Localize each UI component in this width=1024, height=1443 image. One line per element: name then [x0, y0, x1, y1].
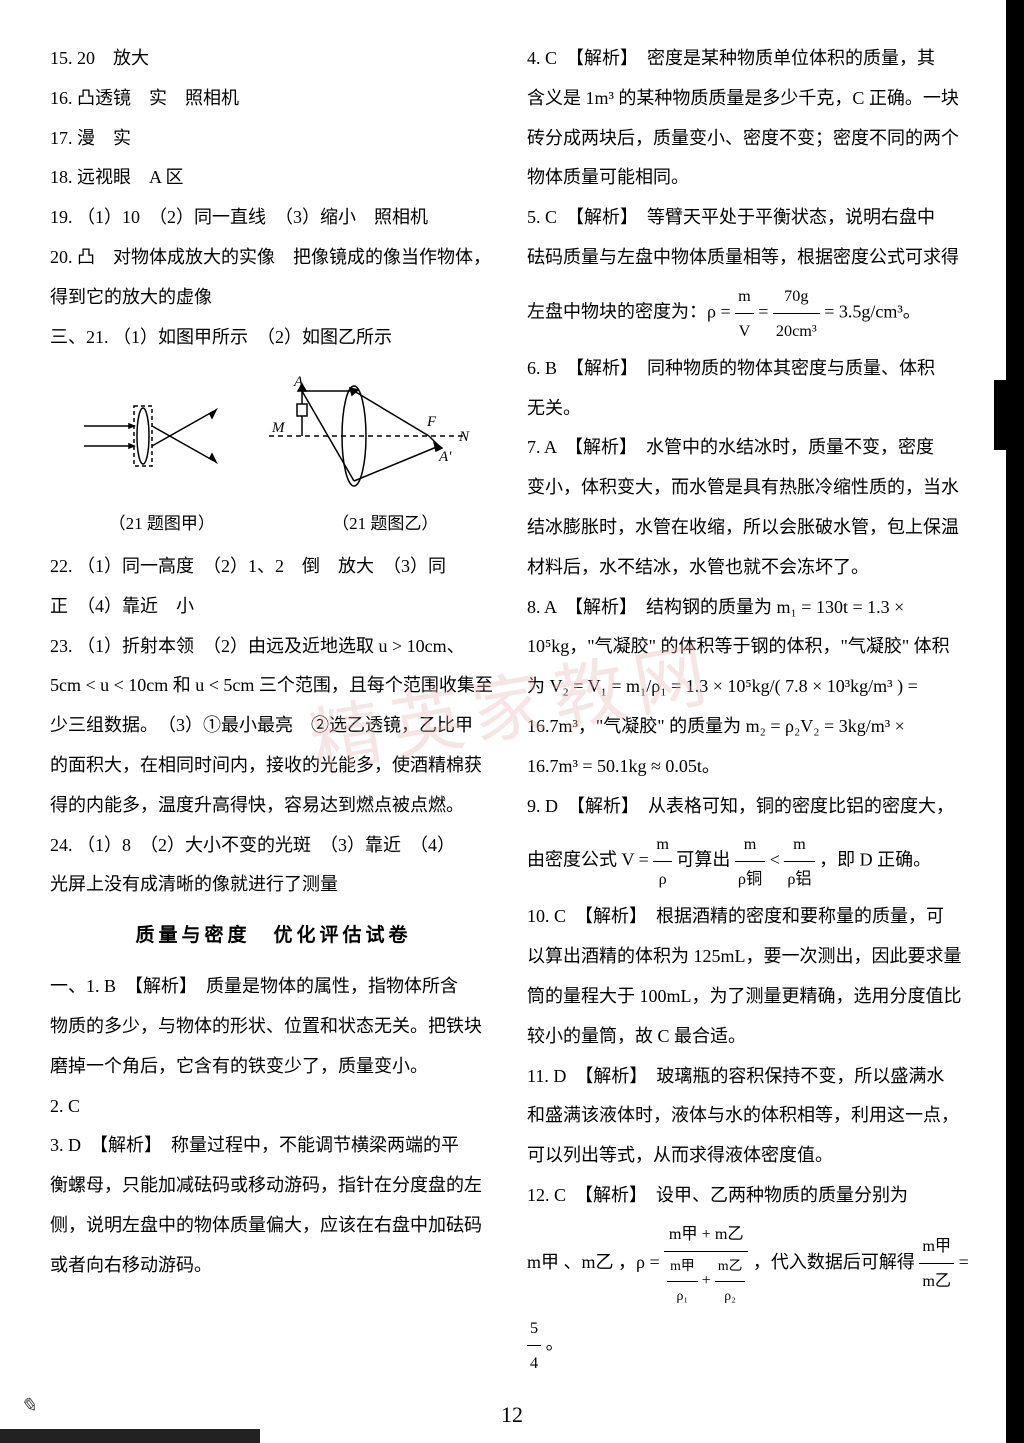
- formula-prefix: m甲 、m乙 ，ρ =: [527, 1252, 664, 1272]
- scan-edge: [1006, 0, 1024, 1443]
- formula-mid: =: [758, 301, 773, 321]
- answer-line: 20. 凸 对物体成放大的实像 把像镜成的像当作物体，: [50, 239, 497, 277]
- fraction: m甲m乙: [919, 1229, 954, 1298]
- right-column: 4. C 【解析】 密度是某种物质单位体积的质量，其 含义是 1m³ 的某种物质…: [527, 40, 974, 1382]
- page-number: 12: [501, 1402, 523, 1428]
- answer-line: 得的内能多，温度升高得快，容易达到燃点被点燃。: [50, 787, 497, 825]
- fraction: mV: [735, 279, 754, 348]
- diagram-jia-icon: [74, 366, 234, 496]
- answer-line: 19. （1）10 （2）同一直线 （3）缩小 照相机: [50, 199, 497, 237]
- left-column: 15. 20 放大 16. 凸透镜 实 照相机 17. 漫 实 18. 远视眼 …: [50, 40, 497, 1382]
- answer-line: 可以列出等式，从而求得液体密度值。: [527, 1137, 974, 1175]
- formula-suffix: 。: [546, 1333, 564, 1353]
- answer-line: 24. （1）8 （2）大小不变的光斑 （3）靠近 （4）: [50, 827, 497, 865]
- answer-line: 10⁵kg，"气凝胶" 的体积等于钢的体积，"气凝胶" 体积: [527, 628, 974, 666]
- answer-line: 或者向右移动游码。: [50, 1247, 497, 1285]
- page-container: 15. 20 放大 16. 凸透镜 实 照相机 17. 漫 实 18. 远视眼 …: [0, 0, 1024, 1402]
- answer-line: 5. C 【解析】 等臂天平处于平衡状态，说明右盘中: [527, 199, 974, 237]
- answer-line: 物质的多少，与物体的形状、位置和状态无关。把铁块: [50, 1008, 497, 1046]
- fraction: 54: [527, 1311, 541, 1380]
- answer-line: 正 （4）靠近 小: [50, 588, 497, 626]
- diagram-row: A M F N A': [50, 366, 497, 496]
- answer-line: 和盛满该液体时，液体与水的体积相等，利用这一点，: [527, 1097, 974, 1135]
- answer-line: 16.7m³ = 50.1kg ≈ 0.05t。: [527, 748, 974, 786]
- answer-line: 10. C 【解析】 根据酒精的密度和要称量的质量，可: [527, 898, 974, 936]
- formula-eq: =: [959, 1252, 969, 1272]
- answer-line: 5cm < u < 10cm 和 u < 5cm 三个范围，且每个范围收集至: [50, 667, 497, 705]
- answer-line: 7. A 【解析】 水管中的水结冰时，质量不变，密度: [527, 429, 974, 467]
- answer-line: 的面积大，在相同时间内，接收的光能多，使酒精棉获: [50, 747, 497, 785]
- answer-line: 以算出酒精的体积为 125mL，要一次测出，因此要求量: [527, 938, 974, 976]
- answer-line: 光屏上没有成清晰的像就进行了测量: [50, 866, 497, 904]
- formula-suffix: = 3.5g/cm³。: [824, 301, 921, 321]
- diagram-label-a2: A': [438, 449, 452, 465]
- formula-mid: ，代入数据后可解得: [753, 1252, 915, 1272]
- formula-line: m甲 、m乙 ，ρ = m甲 + m乙 m甲ρ₁ + m乙ρ₂ ，代入数据后可解…: [527, 1217, 974, 1380]
- answer-line: 6. B 【解析】 同种物质的物体其密度与质量、体积: [527, 350, 974, 388]
- answer-line: 22. （1）同一高度 （2）1、2 倒 放大 （3）同: [50, 548, 497, 586]
- answer-line: 一、1. B 【解析】 质量是物体的属性，指物体所含: [50, 968, 497, 1006]
- answer-line: 较小的量筒，故 C 最合适。: [527, 1018, 974, 1056]
- diagram-captions: （21 题图甲） （21 题图乙）: [50, 506, 497, 542]
- answer-line: 12. C 【解析】 设甲、乙两种物质的质量分别为: [527, 1177, 974, 1215]
- answer-line: 16. 凸透镜 实 照相机: [50, 80, 497, 118]
- answer-line: 砖分成两块后，质量变小、密度不变；密度不同的两个: [527, 120, 974, 158]
- answer-line: 为 V₂ = V₁ = m₁/ρ₁ = 1.3 × 10⁵kg/( 7.8 × …: [527, 668, 974, 706]
- answer-line: 物体质量可能相同。: [527, 159, 974, 197]
- diagram-label-f: F: [426, 414, 437, 430]
- answer-line: 2. C: [50, 1088, 497, 1126]
- answer-line: 三、21. （1）如图甲所示 （2）如图乙所示: [50, 319, 497, 357]
- answer-line: 筒的量程大于 100mL，为了测量更精确，选用分度值比: [527, 978, 974, 1016]
- complex-denominator: m甲ρ₁ + m乙ρ₂: [664, 1252, 748, 1311]
- answer-line: 18. 远视眼 A 区: [50, 159, 497, 197]
- answer-line: 少三组数据。 （3）①最小最亮 ②选乙透镜，乙比甲: [50, 707, 497, 745]
- answer-line: 4. C 【解析】 密度是某种物质单位体积的质量，其: [527, 40, 974, 78]
- answer-line: 11. D 【解析】 玻璃瓶的容积保持不变，所以盛满水: [527, 1058, 974, 1096]
- formula-line: 由密度公式 V = mρ 可算出 mρ铜 < mρ铝 ，即 D 正确。: [527, 827, 974, 896]
- formula-lt: <: [770, 850, 785, 870]
- answer-line: 16.7m³，"气凝胶" 的质量为 m₂ = ρ₂V₂ = 3kg/m³ ×: [527, 708, 974, 746]
- corner-mark-icon: ✎: [20, 1393, 37, 1418]
- scan-bottom-strip: [0, 1429, 260, 1443]
- fraction: mρ铝: [784, 827, 814, 896]
- formula-suffix: ，即 D 正确。: [819, 850, 931, 870]
- fraction: mρ: [653, 827, 672, 896]
- caption-jia: （21 题图甲）: [109, 506, 215, 542]
- answer-line: 砝码质量与左盘中物体质量相等，根据密度公式可求得: [527, 239, 974, 277]
- diagram-label-a: A: [293, 374, 304, 390]
- answer-line: 磨掉一个角后，它含有的铁变少了，质量变小。: [50, 1048, 497, 1086]
- diagram-yi-icon: A M F N A': [264, 366, 474, 496]
- diagram-label-m: M: [271, 420, 286, 436]
- diagram-label-n: N: [458, 429, 470, 445]
- section-title: 质量与密度 优化评估试卷: [50, 916, 497, 956]
- answer-line: 含义是 1m³ 的某种物质质量是多少千克，C 正确。一块: [527, 80, 974, 118]
- answer-line: 无关。: [527, 390, 974, 428]
- answer-line: 8. A 【解析】 结构钢的质量为 m₁ = 130t = 1.3 ×: [527, 589, 974, 627]
- fraction-complex: m甲 + m乙 m甲ρ₁ + m乙ρ₂: [664, 1217, 748, 1311]
- answer-line: 23. （1）折射本领 （2）由远及近地选取 u > 10cm、: [50, 628, 497, 666]
- formula-prefix: 由密度公式 V =: [527, 850, 653, 870]
- formula-mid: 可算出: [676, 850, 730, 870]
- answer-line: 变小，体积变大，而水管是具有热胀冷缩性质的，当水: [527, 469, 974, 507]
- formula-prefix: 左盘中物块的密度为：ρ =: [527, 301, 735, 321]
- answer-line: 材料后，水不结冰，水管也就不会冻坏了。: [527, 549, 974, 587]
- answer-line: 3. D 【解析】 称量过程中，不能调节横梁两端的平: [50, 1127, 497, 1165]
- answer-line: 衡螺母，只能加减砝码或移动游码，指针在分度盘的左: [50, 1167, 497, 1205]
- answer-line: 侧，说明左盘中的物体质量偏大，应该在右盘中加砝码: [50, 1207, 497, 1245]
- answer-line: 9. D 【解析】 从表格可知，铜的密度比铝的密度大，: [527, 788, 974, 826]
- fraction: 70g20cm³: [773, 279, 820, 348]
- fraction: mρ铜: [735, 827, 765, 896]
- formula-line: 左盘中物块的密度为：ρ = mV = 70g20cm³ = 3.5g/cm³。: [527, 279, 974, 348]
- answer-line: 得到它的放大的虚像: [50, 279, 497, 317]
- scan-notch: [994, 380, 1024, 450]
- caption-yi: （21 题图乙）: [332, 506, 438, 542]
- answer-line: 17. 漫 实: [50, 120, 497, 158]
- answer-line: 结冰膨胀时，水管在收缩，所以会胀破水管，包上保温: [527, 509, 974, 547]
- answer-line: 15. 20 放大: [50, 40, 497, 78]
